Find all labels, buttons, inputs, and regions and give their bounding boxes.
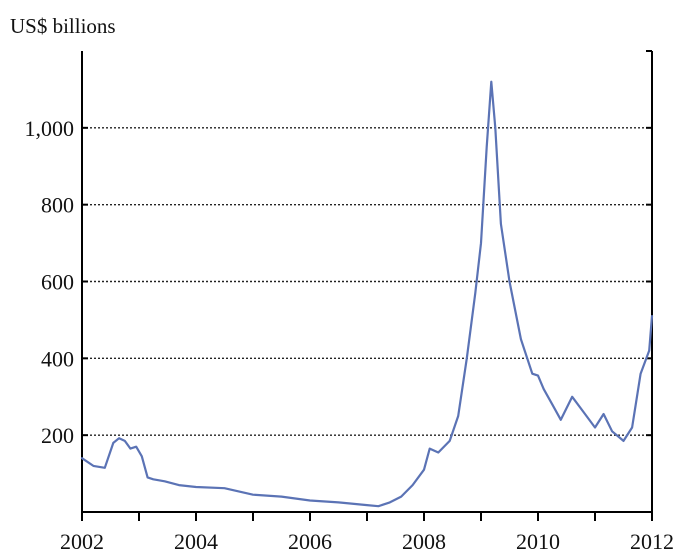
x-axis-tick-labels: 2002 2004 2006 2008 2010 2012 xyxy=(60,529,674,554)
series-line-0 xyxy=(80,80,654,508)
x-tick-label: 2006 xyxy=(288,529,332,554)
x-tick-label: 2002 xyxy=(60,529,104,554)
y-tick-label: 200 xyxy=(41,423,74,448)
x-tick-label: 2012 xyxy=(630,529,674,554)
x-tick-label: 2004 xyxy=(174,529,218,554)
gridlines xyxy=(82,127,652,436)
y-tick-label: 600 xyxy=(41,270,74,295)
x-tick-label: 2010 xyxy=(516,529,560,554)
series-layer xyxy=(80,80,654,508)
y-tick-label: 800 xyxy=(41,193,74,218)
y-unit-label: US$ billions xyxy=(10,14,116,38)
y-tick-label: 400 xyxy=(41,346,74,371)
axes xyxy=(81,50,653,521)
y-tick-label: 1,000 xyxy=(25,116,75,141)
y-axis-tick-labels: 200 400 600 800 1,000 xyxy=(25,116,75,448)
x-tick-label: 2008 xyxy=(402,529,446,554)
